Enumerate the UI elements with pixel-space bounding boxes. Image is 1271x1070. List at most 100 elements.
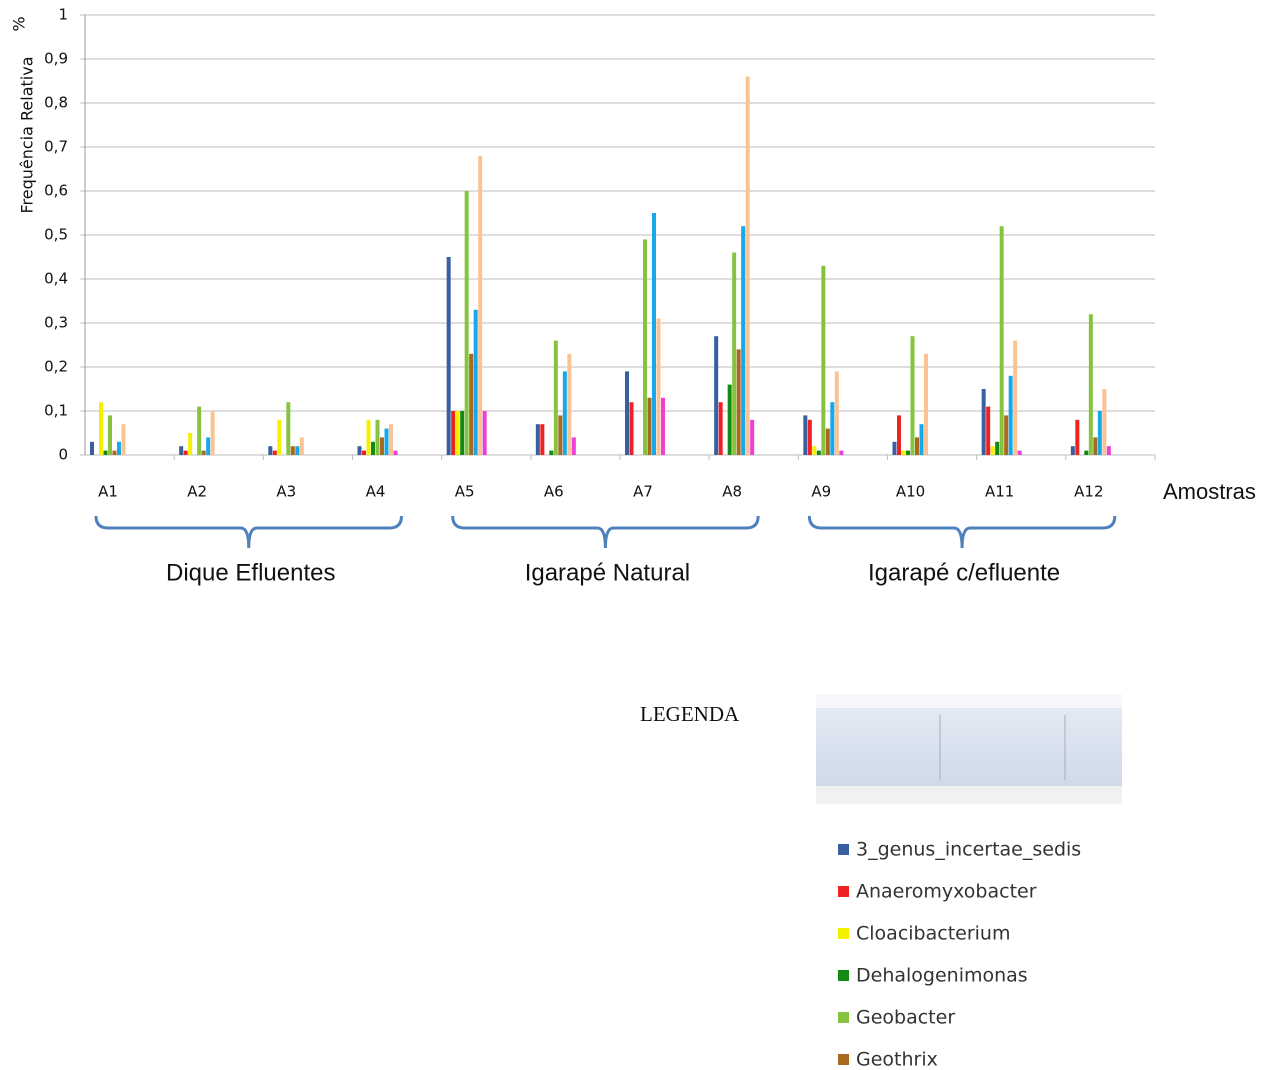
- bar: [821, 266, 825, 455]
- legend-label: Geobacter: [856, 1007, 955, 1029]
- x-axis-label: Amostras: [1163, 479, 1256, 504]
- bar: [549, 451, 553, 455]
- bar: [197, 407, 201, 455]
- bar: [277, 420, 281, 455]
- group-label: Igarapé Natural: [525, 559, 690, 586]
- x-tick-label: A4: [366, 483, 386, 501]
- bar: [90, 442, 94, 455]
- bar: [661, 398, 665, 455]
- bar: [1102, 389, 1106, 455]
- bar: [206, 437, 210, 455]
- legend-label: Cloacibacterium: [856, 923, 1010, 945]
- bar: [906, 451, 910, 455]
- bar: [300, 437, 304, 455]
- bar: [558, 415, 562, 455]
- y-tick-label: 0,8: [44, 94, 68, 112]
- bar: [540, 424, 544, 455]
- bar: [839, 451, 843, 455]
- bar: [1075, 420, 1079, 455]
- legend-swatch: [838, 928, 849, 939]
- x-tick-label: A11: [985, 483, 1014, 501]
- bar: [1098, 411, 1102, 455]
- legend-label: Dehalogenimonas: [856, 965, 1028, 987]
- bar: [99, 402, 103, 455]
- bar: [184, 451, 188, 455]
- y-tick-label: 0,3: [44, 314, 68, 332]
- bar: [179, 446, 183, 455]
- legend-label: Geothrix: [856, 1049, 938, 1070]
- bar: [286, 402, 290, 455]
- bar: [465, 191, 469, 455]
- legend-label: 3_genus_incertae_sedis: [856, 839, 1081, 861]
- group-label: Igarapé c/efluente: [868, 559, 1060, 586]
- bar: [113, 451, 117, 455]
- y-axis-unit: %: [10, 16, 29, 31]
- legend-label: Anaeromyxobacter: [856, 881, 1037, 903]
- bar: [920, 424, 924, 455]
- bar: [897, 415, 901, 455]
- y-tick-label: 0,6: [44, 182, 68, 200]
- bar: [1004, 415, 1008, 455]
- bar: [630, 402, 634, 455]
- y-tick-label: 0,1: [44, 402, 68, 420]
- bar: [835, 371, 839, 455]
- x-tick-label: A7: [633, 483, 653, 501]
- bar: [1000, 226, 1004, 455]
- bar: [648, 398, 652, 455]
- bar: [362, 451, 366, 455]
- bar: [1013, 341, 1017, 455]
- bar: [652, 213, 656, 455]
- y-axis-label: Frequência Relativa: [18, 56, 37, 213]
- bar: [643, 239, 647, 455]
- x-tick-label: A12: [1074, 483, 1103, 501]
- bar: [483, 411, 487, 455]
- bar: [211, 411, 215, 455]
- y-tick-label: 0,7: [44, 138, 68, 156]
- bar: [714, 336, 718, 455]
- bar: [657, 319, 661, 455]
- bar: [394, 451, 398, 455]
- bar: [447, 257, 451, 455]
- bar: [188, 433, 192, 455]
- x-tick-label: A9: [811, 483, 831, 501]
- bar: [915, 437, 919, 455]
- bar: [273, 451, 277, 455]
- bar: [803, 415, 807, 455]
- bar: [371, 442, 375, 455]
- chart: Frequência Relativa % Amostras LEGENDA 0…: [0, 0, 1271, 1070]
- bar: [554, 341, 558, 455]
- bar: [924, 354, 928, 455]
- bar: [741, 226, 745, 455]
- bar: [995, 442, 999, 455]
- bar: [202, 451, 206, 455]
- bar: [902, 451, 906, 455]
- y-tick-label: 0: [58, 446, 68, 464]
- bar: [460, 411, 464, 455]
- bar: [1093, 437, 1097, 455]
- bar: [830, 402, 834, 455]
- legend-swatch: [838, 1054, 849, 1065]
- bar: [1084, 451, 1088, 455]
- bar: [367, 420, 371, 455]
- bar: [563, 371, 567, 455]
- legend-swatch: [838, 844, 849, 855]
- x-tick-label: A6: [544, 483, 564, 501]
- bar: [108, 415, 112, 455]
- group-brace: [96, 516, 402, 548]
- bar: [117, 442, 121, 455]
- bar: [732, 253, 736, 455]
- legend-toolbar-image: [816, 694, 1122, 804]
- bar: [982, 389, 986, 455]
- bar: [750, 420, 754, 455]
- group-brace: [809, 516, 1115, 548]
- bar: [1089, 314, 1093, 455]
- bar: [567, 354, 571, 455]
- bar: [826, 429, 830, 455]
- x-tick-label: A1: [98, 483, 118, 501]
- bar: [122, 424, 126, 455]
- bar: [737, 349, 741, 455]
- bar: [104, 451, 108, 455]
- x-tick-label: A10: [896, 483, 925, 501]
- x-tick-label: A2: [187, 483, 207, 501]
- bar: [991, 446, 995, 455]
